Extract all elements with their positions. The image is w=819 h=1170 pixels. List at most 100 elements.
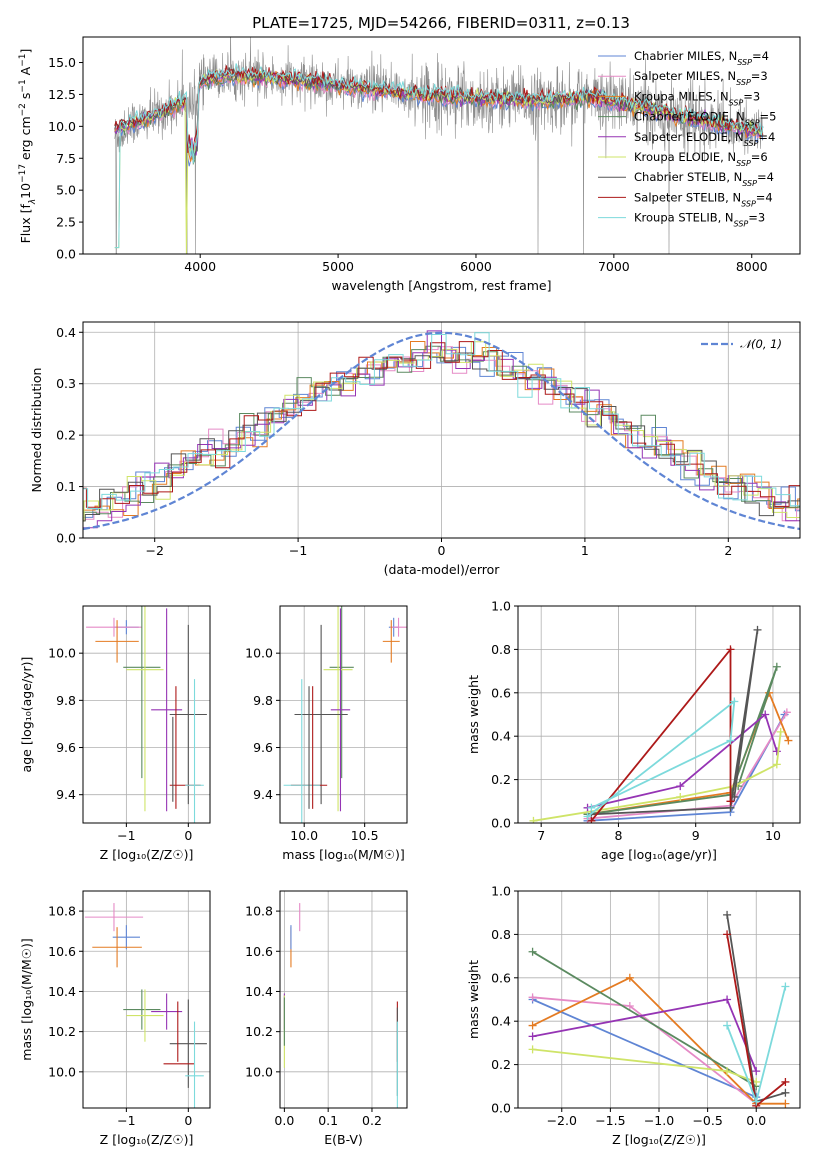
series-salp-stelib — [723, 930, 790, 1108]
model-krou-stelib — [114, 63, 764, 249]
ytick-label-0: 0.0 — [56, 247, 76, 262]
y-axis-label: Flux [fλ10−17 erg cm−2 s−1 A−1] — [18, 49, 38, 244]
hist-chab-miles — [83, 346, 800, 518]
ytick-label-1: 2.5 — [56, 215, 76, 230]
hist-chab-stelib — [83, 352, 800, 522]
ytick-label-1: 9.6 — [56, 740, 76, 755]
point-marker — [528, 1021, 537, 1030]
errorbar-2 — [92, 927, 142, 968]
x-axis-label: Z [log₁₀(Z/Z☉)] — [612, 1132, 706, 1147]
point-marker — [781, 982, 790, 991]
ytick-label-5: 1.0 — [491, 599, 511, 614]
xtick-label-0: 10.0 — [290, 828, 318, 843]
point-marker — [776, 727, 785, 736]
xtick-label-4: 0.0 — [746, 1113, 766, 1128]
point-marker — [583, 812, 592, 821]
panel-mass_vs_Z: −1 0 10.0 10.2 10.4 10.6 10.8 Z [log₁₀(Z/Z☉)] ma… — [19, 890, 211, 1147]
ytick-label-2: 0.4 — [491, 1014, 511, 1029]
hist-krou-miles — [83, 341, 800, 516]
ytick-label-0: 9.4 — [56, 787, 76, 802]
ytick-label-2: 0.4 — [491, 729, 511, 744]
point-marker — [723, 995, 732, 1004]
point-marker — [730, 792, 739, 801]
xtick-label-1: −1.5 — [595, 1113, 625, 1128]
point-marker — [723, 1067, 732, 1076]
xtick-label-4: 8000 — [736, 259, 768, 274]
ytick-label-2: 10.4 — [245, 984, 273, 999]
legend-label-5: Kroupa ELODIE, NSSP=6 — [634, 150, 768, 168]
xtick-label-4: 2 — [724, 543, 732, 558]
point-marker — [726, 797, 735, 806]
errorbar-3 — [123, 989, 161, 1030]
xtick-label-0: −2 — [145, 543, 163, 558]
point-marker — [730, 697, 739, 706]
hist-krou-elodie — [83, 341, 800, 522]
legend-label-0: Chabrier MILES, NSSP=4 — [634, 49, 769, 67]
plot-area — [283, 606, 407, 823]
point-marker — [528, 993, 537, 1002]
x-axis-label: Z [log₁₀(Z/Z☉)] — [100, 847, 194, 862]
point-marker — [753, 625, 762, 634]
point-marker — [528, 1032, 537, 1041]
point-marker — [587, 803, 596, 812]
panel-age_vs_Z: −1 0 9.4 9.6 9.8 10.0 Z [log₁₀(Z/Z☉)] age [log₁… — [19, 605, 211, 862]
errorbar-0 — [84, 903, 144, 932]
xtick-label-2: 0.2 — [362, 1113, 382, 1128]
point-marker — [784, 736, 793, 745]
point-marker — [723, 910, 732, 919]
axes-frame — [517, 605, 801, 824]
ytick-label-4: 0.4 — [56, 325, 76, 340]
xtick-label-1: 10.5 — [351, 828, 379, 843]
y-axis-label: age [log₁₀(age/yr)] — [19, 657, 34, 773]
point-marker — [752, 1097, 761, 1106]
hist-salp-elodie — [83, 330, 800, 529]
legend-label-4: Salpeter ELODIE, NSSP=4 — [634, 130, 775, 148]
plot-area — [114, 37, 764, 254]
point-marker — [781, 1077, 790, 1086]
ytick-label-2: 9.8 — [56, 693, 76, 708]
ytick-label-0: 10.0 — [245, 1064, 273, 1079]
ytick-label-4: 0.8 — [491, 927, 511, 942]
series-line — [532, 998, 758, 1072]
panel-weight_vs_Z: −2.0 −1.5 −1.0 −0.5 0.0 0.0 0.2 0.4 0.6 0.8 1.0 Z [… — [466, 884, 801, 1147]
xtick-label-3: 1 — [581, 543, 589, 558]
legend-label-3: Chabrier ELODIE, NSSP=5 — [634, 110, 776, 128]
hist-salp-stelib — [83, 341, 800, 508]
errorbar-4 — [126, 989, 164, 1042]
plot-area — [528, 910, 790, 1108]
xtick-label-1: −1 — [289, 543, 307, 558]
errorbar-8 — [283, 679, 320, 823]
plot-area — [86, 606, 207, 823]
ytick-label-3: 0.6 — [491, 685, 511, 700]
legend-label-8: Kroupa STELIB, NSSP=3 — [634, 211, 765, 229]
panel-age_vs_mass: 10.0 10.5 9.4 9.6 9.8 10.0 mass [log₁₀(M/M☉)] — [245, 605, 408, 862]
xtick-label-0: −2.0 — [547, 1113, 577, 1128]
series-salp-miles — [583, 708, 791, 823]
series-line — [532, 951, 757, 1088]
xtick-label-3: 7000 — [598, 259, 630, 274]
panel-weight_vs_age: 7 8 9 10 0.0 0.2 0.4 0.6 0.8 1.0 age [log₁₀(age/yr… — [466, 599, 801, 862]
plot-area — [529, 625, 793, 823]
ytick-label-1: 9.6 — [253, 740, 273, 755]
point-marker — [761, 710, 770, 719]
ytick-label-1: 0.2 — [491, 1057, 511, 1072]
axes-frame — [82, 605, 211, 824]
xtick-label-3: 10 — [765, 828, 781, 843]
x-axis-label: Z [log₁₀(Z/Z☉)] — [100, 1132, 194, 1147]
point-marker — [723, 930, 732, 939]
chart-title: PLATE=1725, MJD=54266, FIBERID=0311, z=0… — [252, 14, 630, 32]
point-marker — [726, 736, 735, 745]
ytick-label-0: 0.0 — [56, 531, 76, 546]
point-marker — [782, 708, 791, 717]
series-line — [587, 666, 778, 816]
point-marker — [529, 816, 538, 823]
point-marker — [772, 662, 781, 671]
point-marker — [587, 816, 596, 823]
y-axis-label: mass weight — [466, 960, 481, 1039]
ytick-label-1: 0.2 — [491, 772, 511, 787]
point-marker — [676, 782, 685, 791]
ytick-label-3: 0.3 — [56, 376, 76, 391]
ytick-label-0: 9.4 — [253, 787, 273, 802]
ytick-label-0: 10.0 — [48, 1064, 76, 1079]
axes-frame — [82, 36, 801, 255]
